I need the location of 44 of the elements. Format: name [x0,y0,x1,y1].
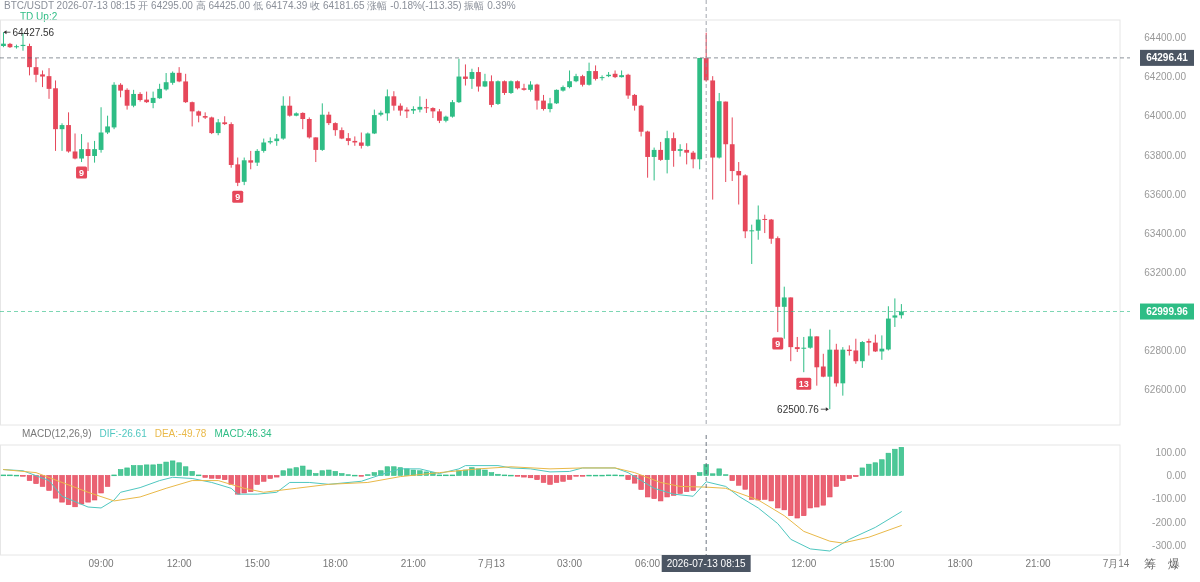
chart-title: MACD(12,26,9) [22,428,92,439]
y-tick-label: 63600.00 [1144,188,1187,200]
y-tick-label: 63800.00 [1144,149,1187,161]
chart-title: BTC/USDT 2026-07-13 08:15 开 64295.00 高 64425.00 低 64174.39 收 64181.65 涨幅 -0.18%(-113.35) 振幅 0.39% [4,0,516,11]
y-tick-label: 64200.00 [1144,71,1187,83]
y-tick-label: -100.00 [1152,493,1187,505]
y-tick-label: 0.00 [1166,469,1187,481]
x-tick-label: 12:00 [791,558,817,569]
x-tick-label: 18:00 [322,558,349,569]
y-tick-label: 64400.00 [1144,32,1187,44]
text: MACD:46.34 [214,428,273,439]
ref-line-label: 62999.96 [1146,306,1189,318]
text: DIF:-26.61 [99,428,148,439]
x-tick-label: 7月14 [1102,558,1130,569]
x-tick-label: 7月13 [478,558,506,569]
y-tick-label: 63200.00 [1144,266,1187,278]
text: 筹 [1144,557,1156,571]
x-tick-label: 12:00 [166,558,193,569]
y-tick-label: 64000.00 [1144,110,1187,122]
x-tick-label: 15:00 [869,558,895,569]
x-tick-label: 06:00 [635,558,661,569]
annotation: 13 [798,379,809,390]
annotation: 9 [235,192,241,203]
y-tick-label: 62800.00 [1144,345,1187,357]
y-tick-label: -200.00 [1152,516,1187,528]
x-tick-label: 09:00 [88,558,115,569]
x-tick-label: 21:00 [400,558,427,569]
chart-subtitle: TD Up:2 [20,11,58,22]
ref-line-label: 2026-07-13 08:15 [666,558,747,569]
x-tick-label: 21:00 [1025,558,1051,569]
y-tick-label: 63400.00 [1144,227,1187,239]
y-tick-label: 62600.00 [1144,384,1187,396]
y-tick-label: -300.00 [1152,540,1187,552]
annotation: 9 [775,338,781,349]
annotation: 64427.56 [12,26,55,38]
ref-line-label: 64296.41 [1146,52,1189,64]
annotation: 9 [79,167,85,178]
x-tick-label: 03:00 [557,558,583,569]
text: DEA:-49.78 [154,428,207,439]
x-tick-label: 18:00 [947,558,973,569]
annotation: 62500.76 [777,403,820,415]
y-tick-label: 100.00 [1155,446,1187,458]
text: 爆 [1168,557,1180,571]
x-tick-label: 15:00 [244,558,271,569]
